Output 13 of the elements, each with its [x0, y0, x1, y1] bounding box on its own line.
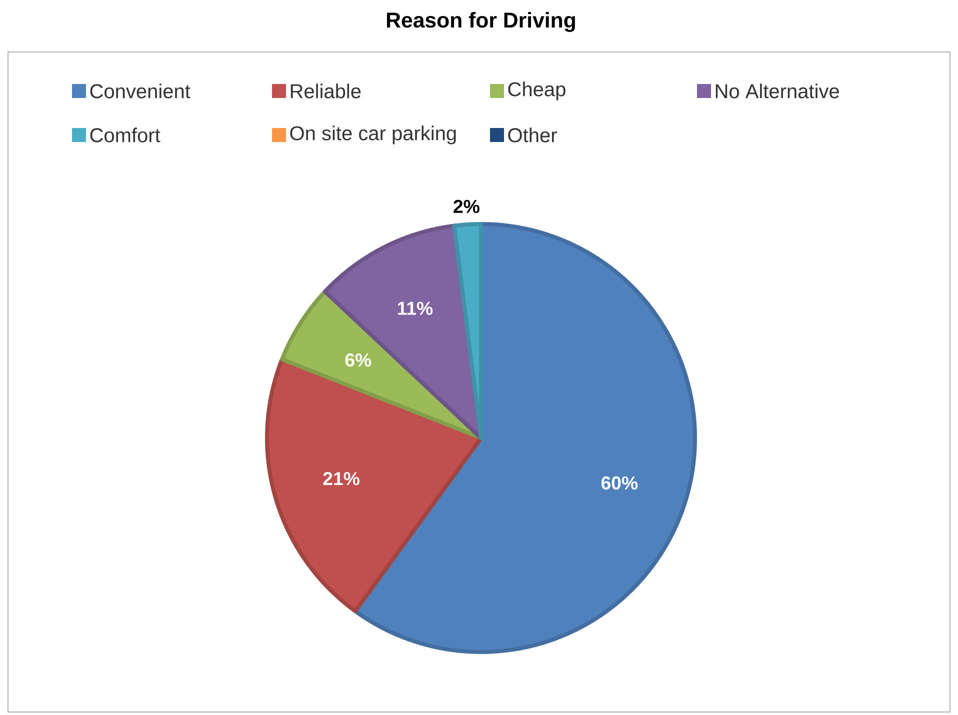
legend-label: Other: [508, 128, 557, 142]
legend-label: On site car parking: [290, 126, 456, 144]
legend-label: Reliable: [290, 84, 361, 98]
data-label: 60%: [601, 476, 638, 490]
legend-label: No Alternative: [716, 84, 839, 98]
legend-label: Convenient: [90, 84, 190, 98]
legend-label: Comfort: [90, 128, 160, 142]
data-label: 11%: [398, 302, 433, 315]
chart-title: Reason for Driving: [387, 12, 575, 32]
data-label: 6%: [345, 353, 372, 367]
data-label: 2%: [454, 200, 480, 214]
data-label: 21%: [323, 472, 360, 486]
legend-label: Cheap: [508, 82, 566, 100]
